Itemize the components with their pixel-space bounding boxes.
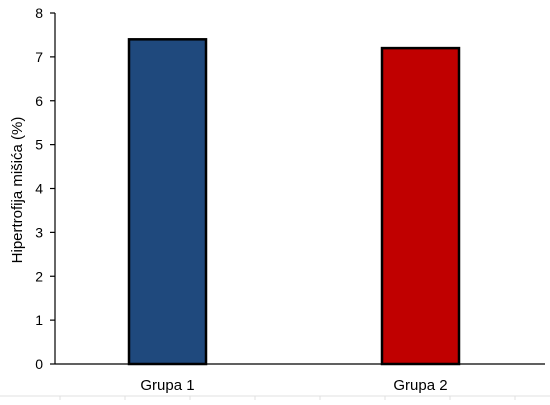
- x-tick-label: Grupa 1: [140, 377, 194, 394]
- x-axis-labels: Grupa 1 Grupa 2: [140, 377, 447, 394]
- y-tick-label: 1: [35, 312, 43, 328]
- y-tick-label: 5: [35, 137, 43, 153]
- x-tick-label: Grupa 2: [393, 377, 447, 394]
- y-tick-label: 0: [35, 356, 43, 372]
- y-tick-label: 8: [35, 5, 43, 21]
- bottom-divider-lines: [0, 395, 550, 400]
- bars: [127, 38, 461, 366]
- y-tick-label: 3: [35, 224, 43, 240]
- y-tick-label: 6: [35, 93, 43, 109]
- bar-1: [127, 38, 208, 366]
- y-tick-label: 2: [35, 268, 43, 284]
- y-tick-label: 7: [35, 49, 43, 65]
- y-axis-ticks: 0 1 2 3 4 5 6 7 8: [35, 5, 55, 372]
- y-tick-label: 4: [35, 181, 43, 197]
- y-axis-label: Hipertrofija mišića (%): [9, 117, 26, 264]
- bar-2: [380, 46, 461, 366]
